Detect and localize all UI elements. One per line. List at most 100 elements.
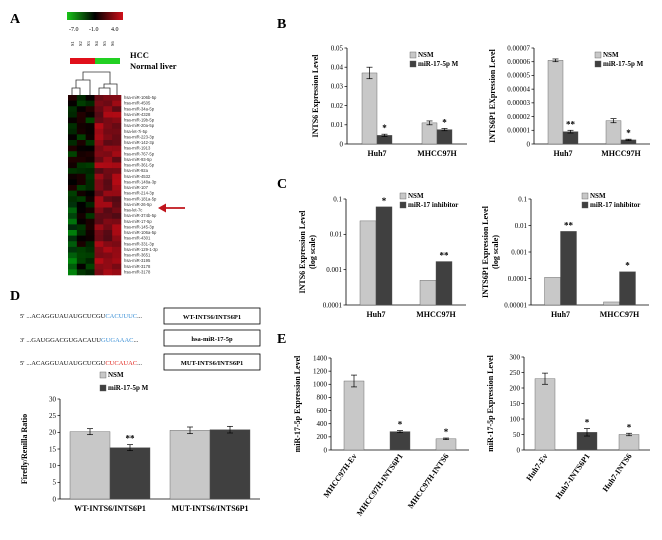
heatmap-cell xyxy=(94,196,104,203)
bar-treated xyxy=(619,271,636,306)
heatmap-cell xyxy=(103,263,113,270)
heatmap-cell xyxy=(85,241,95,248)
bar xyxy=(343,380,365,451)
heatmap-cell xyxy=(94,100,104,107)
heatmap-cell xyxy=(76,168,86,175)
significance-marker: ** xyxy=(440,251,450,261)
mirna-label: hsa-miR-148a-3p xyxy=(124,179,157,184)
y-tick-label: 0.02 xyxy=(331,102,344,110)
heatmap-cell xyxy=(68,241,78,248)
heatmap-cell xyxy=(76,263,86,270)
significance-marker: * xyxy=(626,128,631,138)
heatmap-cell xyxy=(112,123,122,130)
heatmap-cell xyxy=(76,95,86,101)
legend-swatch xyxy=(409,60,417,68)
significance-marker: ** xyxy=(126,434,136,444)
heatmap-cell xyxy=(112,190,122,197)
heatmap-cell xyxy=(85,151,95,158)
chart-d-luciferase: 0 5 10 15 20 25 30 Firefly/Renilla Ratio WT-INTS… xyxy=(20,371,260,513)
y-tick-label: 25 xyxy=(49,412,57,420)
significance-marker: * xyxy=(444,427,449,437)
heatmap-cell xyxy=(103,100,113,107)
y-tick-label: 0.00001 xyxy=(504,301,527,309)
heatmap-cell xyxy=(103,218,113,225)
y-tick-label: 600 xyxy=(317,407,328,415)
sample-label: S5 xyxy=(102,40,107,46)
bar-treated xyxy=(562,131,579,145)
heatmap-cell xyxy=(94,246,104,253)
y-tick-label: 0.1 xyxy=(518,195,527,203)
mirna-labels: hsa-miR-106b-5phsa-miR-4505hsa-miR-34a-5… xyxy=(124,95,158,274)
heatmap-cell xyxy=(103,179,113,186)
heatmap-cell xyxy=(112,201,122,208)
mirna-label: hsa-miR-19b-5p xyxy=(124,118,155,123)
heatmap-cell xyxy=(68,156,78,163)
heatmap-cell xyxy=(68,95,78,101)
heatmap-cell xyxy=(85,218,95,225)
heatmap-cell xyxy=(85,128,95,135)
heatmap-cell xyxy=(112,106,122,113)
bar-treated xyxy=(375,206,393,306)
heatmap-cell xyxy=(68,258,78,265)
heatmap-cell xyxy=(68,123,78,130)
heatmap-cell xyxy=(94,252,104,259)
heatmap-cell xyxy=(94,145,104,152)
heatmap-cell xyxy=(68,235,78,242)
y-axis-label: miR-17-5p Expression Level xyxy=(486,354,495,452)
bar-nsm xyxy=(361,72,378,145)
heatmap-cell xyxy=(103,117,113,124)
heatmap-cell xyxy=(103,252,113,259)
y-tick-label: 0.00002 xyxy=(507,113,530,121)
heatmap-cell xyxy=(85,95,95,101)
heatmap-cell xyxy=(103,207,113,214)
heatmap-cell xyxy=(94,224,104,231)
panel-label-d: D xyxy=(10,289,20,304)
heatmap-cell xyxy=(68,201,78,208)
bar-nsm xyxy=(359,220,377,306)
category-label: WT-INTS6/INTS6P1 xyxy=(74,504,146,513)
heatmap-cell xyxy=(103,162,113,169)
heatmap-cell xyxy=(112,224,122,231)
legend-label: NSM xyxy=(408,192,424,200)
bar-nsm xyxy=(603,301,620,306)
bar-nsm xyxy=(169,430,211,500)
heatmap-cell xyxy=(76,246,86,253)
heatmap-cell xyxy=(112,235,122,242)
heatmap-cell xyxy=(112,156,122,163)
heatmap-cell xyxy=(85,117,95,124)
heatmap-cell xyxy=(76,173,86,180)
heatmap-cell xyxy=(85,263,95,270)
category-label: MHCC97H-Ev xyxy=(322,452,359,499)
heatmap-cell xyxy=(94,241,104,248)
y-tick-label: 0.00001 xyxy=(507,127,530,135)
heatmap-cell xyxy=(76,128,86,135)
y-tick-label: 0.00005 xyxy=(507,72,530,80)
y-tick-label: 0 xyxy=(324,446,328,454)
heatmap-cell xyxy=(112,263,122,270)
heatmap-cell xyxy=(112,269,122,276)
heatmap-cell xyxy=(94,123,104,130)
mirna-label: hsa-miR-17-5p xyxy=(191,336,233,343)
heatmap-cell xyxy=(94,162,104,169)
dendrogram xyxy=(71,71,118,95)
heatmap-cell xyxy=(68,140,78,146)
heatmap-cell xyxy=(103,224,113,231)
heatmap-cell xyxy=(68,179,78,186)
heatmap-cell xyxy=(68,162,78,169)
heatmap-cell xyxy=(103,196,113,203)
bar-nsm xyxy=(419,280,437,306)
heatmap-cell xyxy=(85,246,95,253)
heatmap-cell xyxy=(85,156,95,163)
category-label: MUT-INTS6/INTS6P1 xyxy=(171,504,248,513)
heatmap-cell xyxy=(103,241,113,248)
heatmap-cell xyxy=(68,213,78,220)
heatmap-cell xyxy=(112,145,122,152)
y-tick-label: 0.01 xyxy=(330,231,343,239)
heatmap-cell xyxy=(85,173,95,180)
heatmap-cell xyxy=(68,173,78,180)
heatmap-cell xyxy=(112,185,122,191)
bar xyxy=(389,431,411,451)
heatmap-cell xyxy=(85,134,95,141)
mirna-label: hsa-miR-26-5p xyxy=(124,202,152,207)
heatmap-cell xyxy=(68,269,78,276)
